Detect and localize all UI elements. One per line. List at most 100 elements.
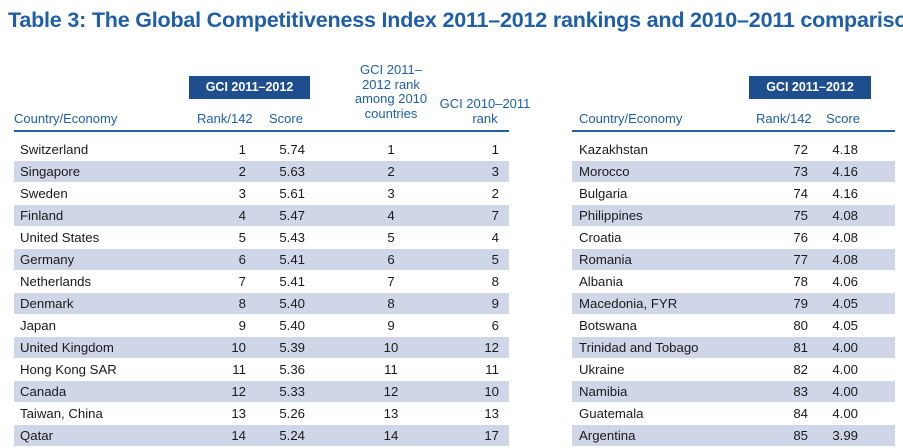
cell-score: 5.26 — [279, 406, 305, 421]
cell-country: Croatia — [579, 230, 622, 245]
header-rule — [14, 130, 509, 132]
cell-country: Macedonia, FYR — [579, 296, 678, 311]
cell-country: Sweden — [20, 186, 68, 201]
cell-rank: 7 — [238, 274, 246, 289]
right-table-body: Kazakhstan 72 4.18 Morocco 73 4.16 Bulgaria 74 4… — [572, 139, 895, 447]
cell-country: Switzerland — [20, 142, 89, 157]
table-row: Qatar 14 5.24 14 17 — [14, 425, 509, 447]
cell-rank: 10 — [231, 340, 246, 355]
cell-rank-among-2010: 2 — [387, 164, 395, 179]
table-row: Singapore 2 5.63 2 3 — [14, 161, 509, 183]
cell-rank: 84 — [793, 406, 808, 421]
header-rank: Rank/142 — [756, 111, 812, 126]
cell-rank: 75 — [793, 208, 808, 223]
cell-rank-among-2010: 12 — [383, 384, 399, 399]
cell-score: 5.74 — [279, 142, 305, 157]
table-row: Botswana 80 4.05 — [572, 315, 895, 337]
cell-rank: 77 — [793, 252, 808, 267]
cell-score: 5.40 — [279, 318, 305, 333]
cell-prev-rank: 9 — [491, 296, 499, 311]
table-row: Finland 4 5.47 4 7 — [14, 205, 509, 227]
cell-rank-among-2010: 11 — [384, 362, 398, 377]
cell-rank: 79 — [793, 296, 808, 311]
left-table-body: Switzerland 1 5.74 1 1 Singapore 2 5.63 2 3 Sweden… — [14, 139, 509, 447]
cell-score: 5.39 — [279, 340, 305, 355]
table-row: Switzerland 1 5.74 1 1 — [14, 139, 509, 161]
cell-rank: 1 — [238, 142, 246, 157]
table-row: Ukraine 82 4.00 — [572, 359, 895, 381]
table-row: Romania 77 4.08 — [572, 249, 895, 271]
header-country: Country/Economy — [579, 111, 683, 126]
cell-rank-among-2010: 1 — [387, 142, 395, 157]
cell-country: United States — [20, 230, 100, 245]
cell-rank: 8 — [238, 296, 246, 311]
cell-score: 5.24 — [279, 428, 305, 443]
cell-country: Bulgaria — [579, 186, 628, 201]
header-rank-among-line4: countries — [364, 105, 418, 121]
table-row: Albania 78 4.06 — [572, 271, 895, 293]
cell-prev-rank: 11 — [485, 362, 499, 377]
cell-score: 4.08 — [832, 230, 858, 245]
table-row: United States 5 5.43 5 4 — [14, 227, 509, 249]
cell-rank: 5 — [238, 230, 246, 245]
cell-prev-rank: 8 — [491, 274, 499, 289]
cell-score: 5.61 — [279, 186, 305, 201]
table-title: Table 3: The Global Competitiveness Inde… — [8, 8, 903, 32]
cell-score: 4.05 — [832, 296, 858, 311]
cell-score: 5.41 — [279, 274, 305, 289]
cell-rank-among-2010: 9 — [387, 318, 395, 333]
cell-rank: 85 — [793, 428, 808, 443]
header-prev-rank-line2: rank — [472, 110, 498, 126]
cell-country: Qatar — [20, 428, 53, 443]
cell-score: 4.00 — [832, 384, 858, 399]
cell-country: Ukraine — [579, 362, 625, 377]
cell-country: Canada — [20, 384, 67, 399]
cell-prev-rank: 1 — [491, 142, 499, 157]
cell-country: Denmark — [20, 296, 74, 311]
table-row: Morocco 73 4.16 — [572, 161, 895, 183]
cell-score: 4.16 — [832, 186, 858, 201]
header-score: Score — [826, 111, 860, 126]
cell-country: Singapore — [20, 164, 81, 179]
cell-country: Kazakhstan — [579, 142, 648, 157]
cell-score: 4.05 — [832, 318, 858, 333]
table-row: Taiwan, China 13 5.26 13 13 — [14, 403, 509, 425]
cell-country: Trinidad and Tobago — [579, 340, 699, 355]
cell-rank: 80 — [793, 318, 808, 333]
cell-rank-among-2010: 13 — [383, 406, 399, 421]
table-row: Macedonia, FYR 79 4.05 — [572, 293, 895, 315]
table-row: Croatia 76 4.08 — [572, 227, 895, 249]
cell-rank: 12 — [231, 384, 246, 399]
cell-score: 4.00 — [832, 406, 858, 421]
header-prev-rank-line1: GCI 2010–2011 — [439, 96, 531, 111]
cell-score: 4.06 — [832, 274, 858, 289]
cell-prev-rank: 17 — [484, 428, 499, 443]
cell-rank: 2 — [238, 164, 246, 179]
cell-rank: 73 — [793, 164, 808, 179]
table-row: Canada 12 5.33 12 10 — [14, 381, 509, 403]
table-row: Hong Kong SAR 11 5.36 11 11 — [14, 359, 509, 381]
cell-rank: 13 — [231, 406, 246, 421]
cell-rank: 3 — [238, 186, 246, 201]
cell-score: 4.18 — [832, 142, 858, 157]
cell-rank: 81 — [793, 340, 808, 355]
cell-prev-rank: 10 — [484, 384, 499, 399]
cell-country: Namibia — [579, 384, 628, 399]
cell-rank-among-2010: 14 — [383, 428, 399, 443]
cell-rank-among-2010: 6 — [387, 252, 395, 267]
cell-prev-rank: 3 — [491, 164, 499, 179]
table-row: Germany 6 5.41 6 5 — [14, 249, 509, 271]
cell-score: 5.47 — [279, 208, 305, 223]
cell-prev-rank: 13 — [484, 406, 499, 421]
cell-country: Taiwan, China — [20, 406, 103, 421]
cell-score: 4.00 — [832, 362, 858, 377]
table-row: Japan 9 5.40 9 6 — [14, 315, 509, 337]
cell-country: Albania — [579, 274, 623, 289]
cell-score: 4.00 — [832, 340, 858, 355]
header-country: Country/Economy — [14, 111, 118, 126]
cell-rank-among-2010: 10 — [383, 340, 399, 355]
cell-rank-among-2010: 7 — [387, 274, 395, 289]
cell-score: 4.08 — [832, 252, 858, 267]
table-row: Netherlands 7 5.41 7 8 — [14, 271, 509, 293]
cell-country: Guatemala — [579, 406, 644, 421]
